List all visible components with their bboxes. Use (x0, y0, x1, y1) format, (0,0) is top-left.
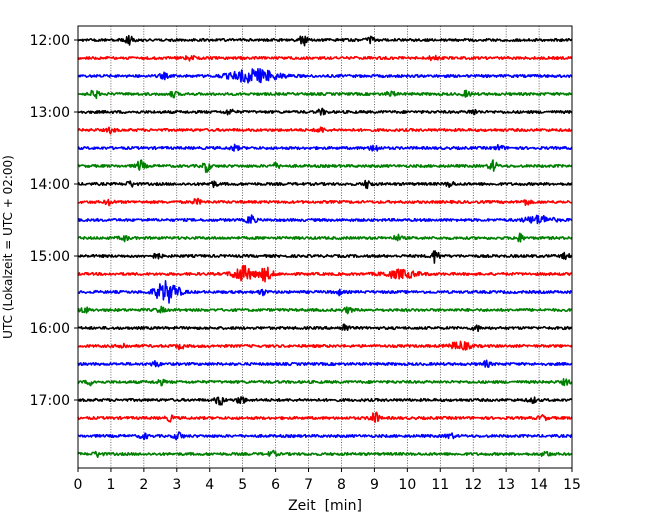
trace-1415 (77, 197, 573, 207)
trace-1400 (77, 179, 573, 190)
trace-1430 (77, 214, 573, 225)
trace-1515 (77, 264, 573, 283)
x-tick-label-6: 6 (271, 477, 280, 493)
vertical-grid (110, 26, 540, 468)
x-tick-label-5: 5 (238, 477, 247, 493)
trace-1645 (77, 378, 573, 387)
x-tick-label-0: 0 (74, 477, 83, 493)
y-tick-label-1200: 12:00 (30, 33, 70, 49)
trace-1300 (77, 107, 573, 116)
trace-1215 (77, 54, 573, 62)
y-axis-ticks: 12:00 13:00 14:00 15:00 16:00 17:00 (30, 33, 78, 409)
x-tick-label-15: 15 (563, 477, 581, 493)
trace-1315 (77, 126, 573, 135)
x-tick-label-3: 3 (172, 477, 181, 493)
y-tick-label-1300: 13:00 (30, 105, 70, 121)
x-tick-label-4: 4 (205, 477, 214, 493)
trace-1500 (77, 250, 573, 264)
trace-1700 (77, 396, 573, 406)
trace-1230 (77, 67, 573, 84)
x-tick-label-7: 7 (304, 477, 313, 493)
x-tick-label-12: 12 (464, 477, 482, 493)
plot-frame (77, 25, 573, 469)
y-tick-label-1600: 16:00 (30, 321, 70, 337)
trace-1600 (77, 323, 573, 333)
trace-1445 (77, 232, 573, 243)
x-axis-ticks: 0 1 2 3 4 5 6 7 8 9 10 11 12 13 14 15 (74, 468, 581, 493)
x-tick-label-13: 13 (497, 477, 515, 493)
x-tick-label-11: 11 (431, 477, 449, 493)
trace-1745 (77, 449, 573, 459)
x-tick-label-9: 9 (370, 477, 379, 493)
trace-1530 (77, 279, 573, 304)
trace-1730 (77, 431, 573, 441)
x-tick-label-2: 2 (139, 477, 148, 493)
trace-1545 (77, 305, 573, 315)
trace-1715 (77, 411, 573, 423)
x-tick-label-10: 10 (398, 477, 416, 493)
y-tick-label-1700: 17:00 (30, 393, 70, 409)
traces (77, 34, 573, 459)
trace-1200 (77, 34, 573, 47)
trace-1330 (77, 143, 573, 152)
trace-1630 (77, 359, 573, 368)
y-axis-label: UTC (Lokalzeit = UTC + 02:00) (1, 155, 15, 339)
x-axis-label: Zeit [min] (288, 498, 362, 514)
x-tick-label-1: 1 (106, 477, 115, 493)
x-tick-label-14: 14 (530, 477, 548, 493)
trace-1245 (77, 89, 573, 100)
trace-1615 (77, 340, 573, 351)
y-tick-label-1500: 15:00 (30, 249, 70, 265)
trace-1345 (77, 159, 573, 174)
x-tick-label-8: 8 (337, 477, 346, 493)
y-tick-label-1400: 14:00 (30, 177, 70, 193)
